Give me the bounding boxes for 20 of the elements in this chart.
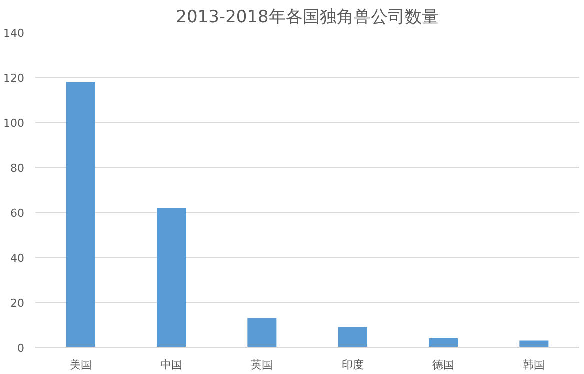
- y-tick-label: 60: [10, 207, 25, 220]
- chart-title: 2013-2018年各国独角兽公司数量: [176, 8, 439, 28]
- y-tick-label: 0: [18, 342, 24, 355]
- x-tick-label: 中国: [160, 358, 182, 372]
- x-tick-label: 英国: [251, 358, 274, 372]
- y-tick-label: 40: [10, 252, 25, 265]
- bar: [66, 82, 96, 348]
- y-tick-label: 80: [10, 162, 25, 175]
- x-tick-label: 美国: [70, 358, 92, 372]
- y-tick-label: 20: [10, 297, 25, 310]
- bar: [248, 318, 277, 348]
- bar: [156, 208, 186, 348]
- y-tick-label: 120: [4, 72, 25, 85]
- x-tick-label: 印度: [342, 358, 364, 372]
- y-tick-label: 100: [4, 117, 25, 130]
- bar: [338, 327, 368, 348]
- y-tick-label: 140: [4, 27, 25, 40]
- bar: [428, 338, 458, 348]
- x-tick-label: 韩国: [523, 358, 546, 372]
- x-tick-label: 德国: [432, 358, 454, 372]
